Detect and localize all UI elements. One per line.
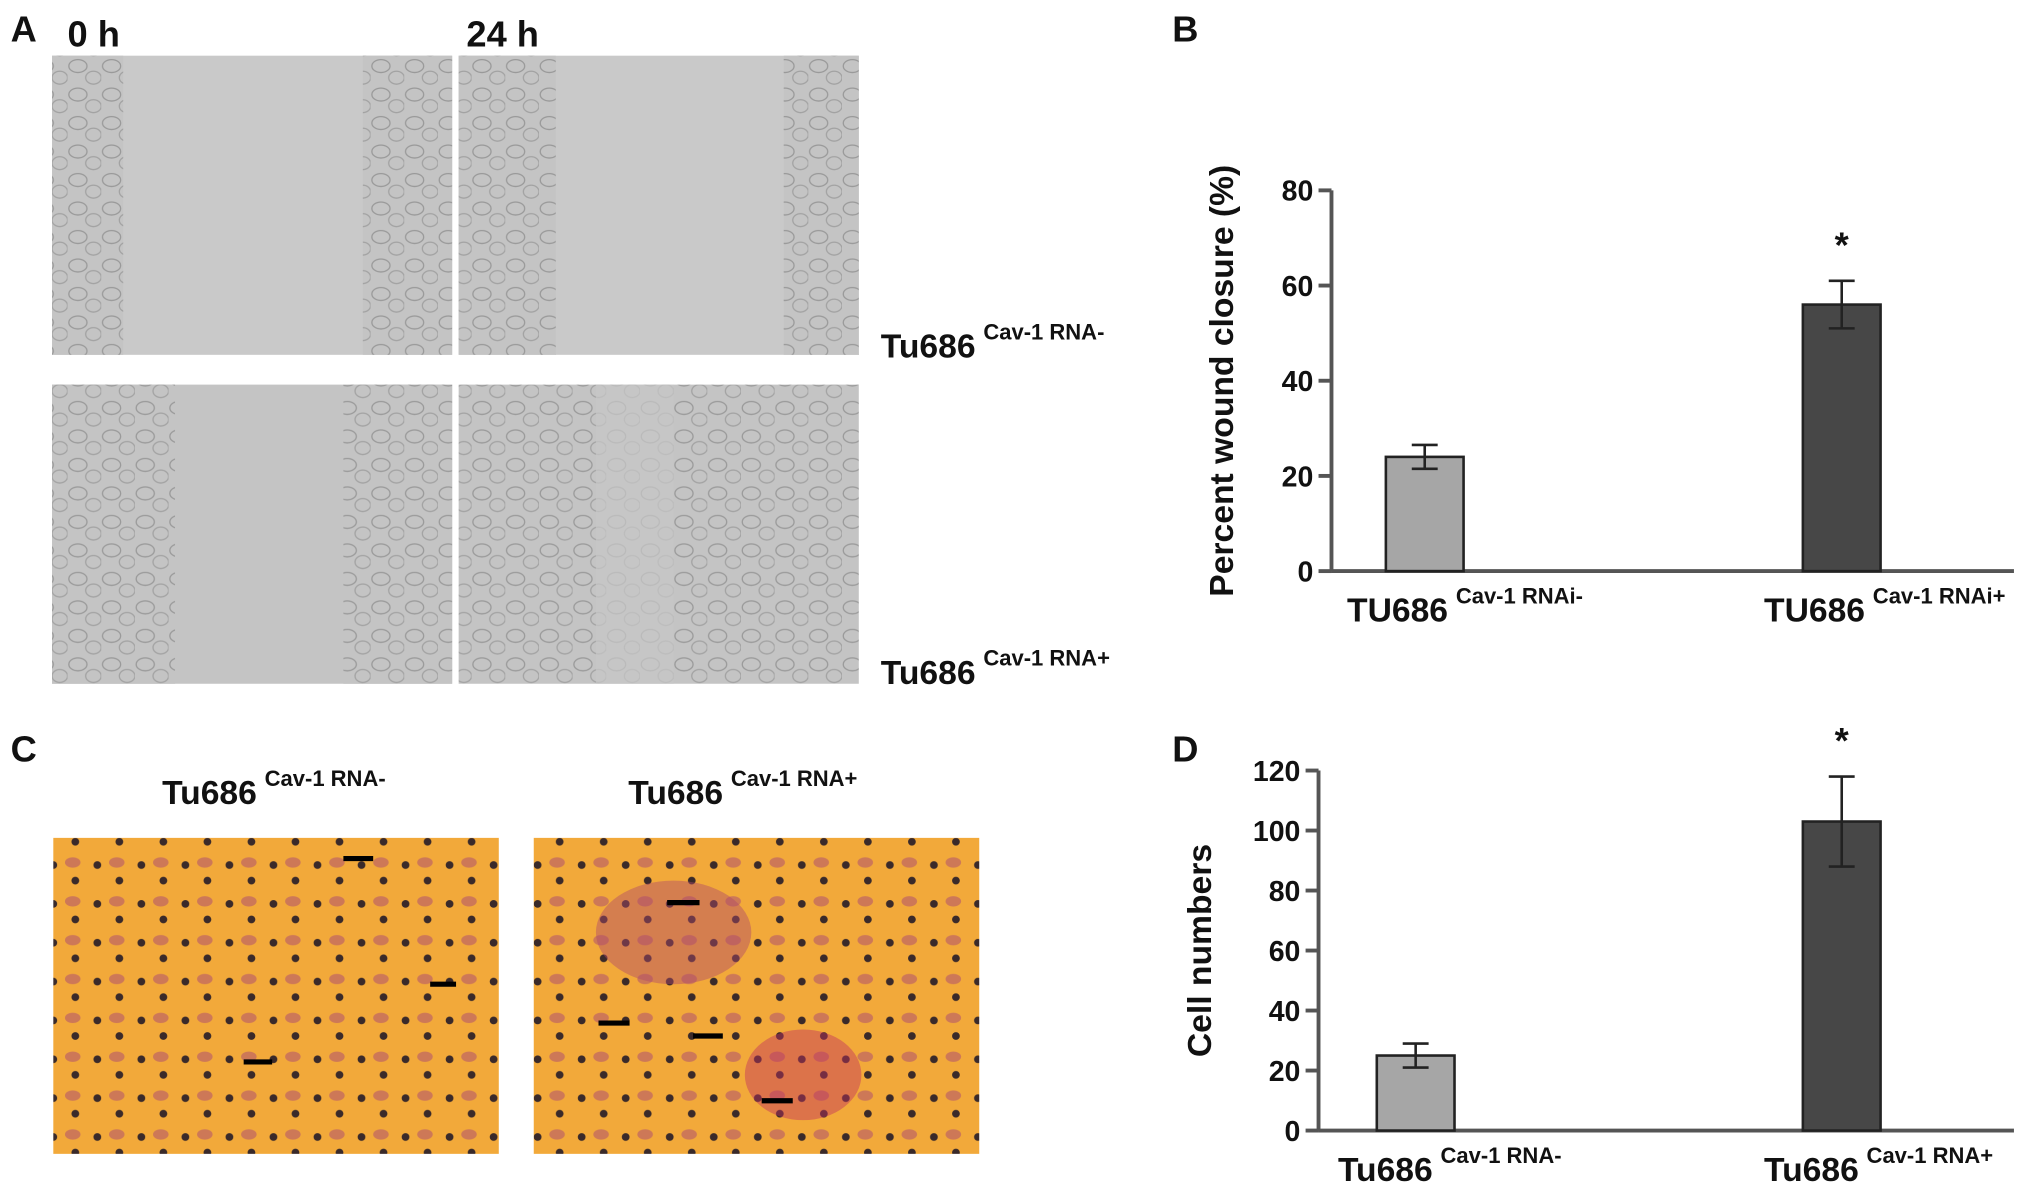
category-label: TU686 Cav-1 RNAi- bbox=[1347, 583, 1583, 629]
time-label: 0 h bbox=[68, 14, 120, 55]
y-tick-label: 60 bbox=[1269, 936, 1301, 968]
category-label: Tu686 Cav-1 RNA+ bbox=[1764, 1143, 1993, 1189]
error-bar bbox=[1828, 775, 1855, 868]
y-tick-label: 0 bbox=[1298, 556, 1314, 588]
panel-letter: D bbox=[1172, 728, 1198, 769]
category-sup: Cav-1 RNA- bbox=[1441, 1143, 1562, 1168]
time-label: 24 h bbox=[466, 14, 539, 55]
error-bar bbox=[1402, 1042, 1429, 1069]
panel-letter: C bbox=[11, 728, 37, 769]
category-label: Tu686 Cav-1 RNA- bbox=[1338, 1143, 1562, 1189]
stained-images bbox=[53, 837, 980, 1154]
panel-letter: B bbox=[1172, 8, 1198, 49]
y-tick-label: 40 bbox=[1282, 366, 1314, 398]
y-axis-label: Percent wound closure (%) bbox=[1204, 165, 1241, 597]
category-name: Tu686 bbox=[1338, 1152, 1433, 1189]
row-label: Tu686 Cav-1 RNA+ bbox=[881, 646, 1110, 692]
image-name: Tu686 bbox=[162, 775, 257, 812]
image-sup: Cav-1 RNA+ bbox=[731, 766, 858, 791]
category-label: TU686 Cav-1 RNAi+ bbox=[1764, 583, 2005, 629]
y-tick-label: 20 bbox=[1269, 1056, 1301, 1088]
row-label: Tu686 Cav-1 RNA- bbox=[881, 319, 1105, 365]
y-tick-label: 120 bbox=[1253, 756, 1301, 788]
row-sup: Cav-1 RNA+ bbox=[983, 646, 1110, 671]
row-name: Tu686 bbox=[881, 328, 976, 365]
category-sup: Cav-1 RNAi+ bbox=[1873, 583, 2006, 608]
panel-letter: A bbox=[11, 8, 37, 49]
category-sup: Cav-1 RNA+ bbox=[1867, 1143, 1994, 1168]
image-name: Tu686 bbox=[628, 775, 723, 812]
y-tick-label: 40 bbox=[1269, 996, 1301, 1028]
image-label: Tu686 Cav-1 RNA+ bbox=[628, 766, 857, 812]
y-axis-label: Cell numbers bbox=[1182, 844, 1219, 1057]
bar bbox=[1801, 303, 1882, 573]
y-tick-label: 100 bbox=[1253, 816, 1301, 848]
row-name: Tu686 bbox=[881, 655, 976, 692]
y-tick-label: 80 bbox=[1282, 176, 1314, 208]
micrographs bbox=[52, 55, 859, 684]
bar bbox=[1801, 820, 1882, 1132]
image-label: Tu686 Cav-1 RNA- bbox=[162, 766, 386, 812]
category-sup: Cav-1 RNAi- bbox=[1456, 583, 1583, 608]
significance: * bbox=[1835, 720, 1850, 761]
error-bar bbox=[1411, 443, 1438, 471]
significance: * bbox=[1835, 224, 1850, 265]
category-name: Tu686 bbox=[1764, 1152, 1859, 1189]
bar bbox=[1384, 455, 1465, 573]
y-tick-label: 60 bbox=[1282, 271, 1314, 303]
category-name: TU686 bbox=[1764, 593, 1865, 630]
y-tick-label: 0 bbox=[1285, 1116, 1301, 1148]
error-bar bbox=[1828, 279, 1855, 330]
category-name: TU686 bbox=[1347, 593, 1448, 630]
y-tick-label: 20 bbox=[1282, 461, 1314, 493]
image-sup: Cav-1 RNA- bbox=[265, 766, 386, 791]
row-sup: Cav-1 RNA- bbox=[983, 319, 1104, 344]
y-tick-label: 80 bbox=[1269, 876, 1301, 908]
